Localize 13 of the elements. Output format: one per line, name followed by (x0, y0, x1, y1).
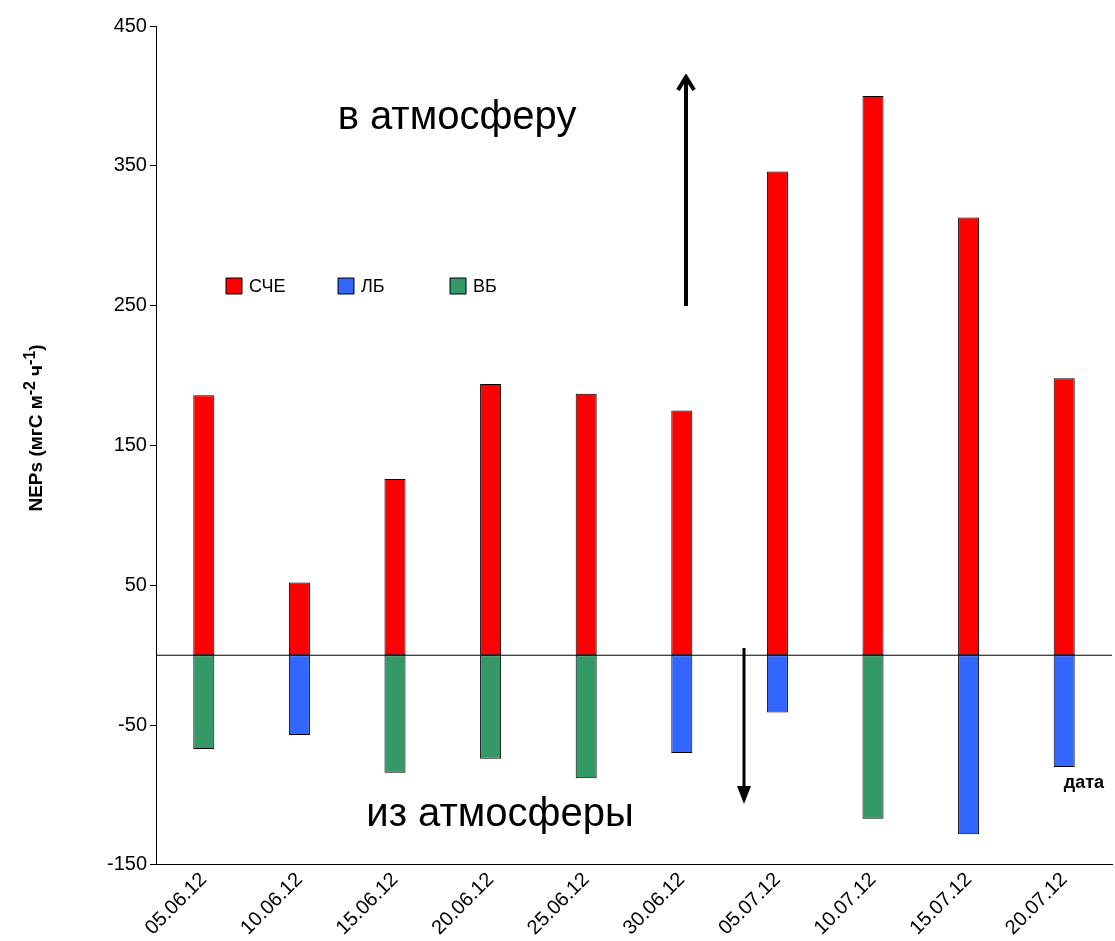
y-tick-label: 450 (113, 13, 147, 36)
y-tick-label: 350 (113, 153, 147, 176)
y-tick-label: 50 (124, 572, 147, 595)
legend-label: СЧЕ (249, 275, 286, 296)
legend-label: ЛБ (361, 275, 385, 296)
annotation: в атмосферу (337, 93, 577, 138)
y-tick-label: -150 (106, 852, 147, 875)
y-tick-label: 150 (113, 433, 147, 456)
legend-label: ВБ (473, 275, 497, 296)
y-tick-label: 250 (113, 293, 147, 316)
y-tick-label: -50 (118, 712, 147, 735)
annotation: из атмосферы (366, 789, 634, 834)
x-axis-title: дата (1063, 771, 1105, 792)
